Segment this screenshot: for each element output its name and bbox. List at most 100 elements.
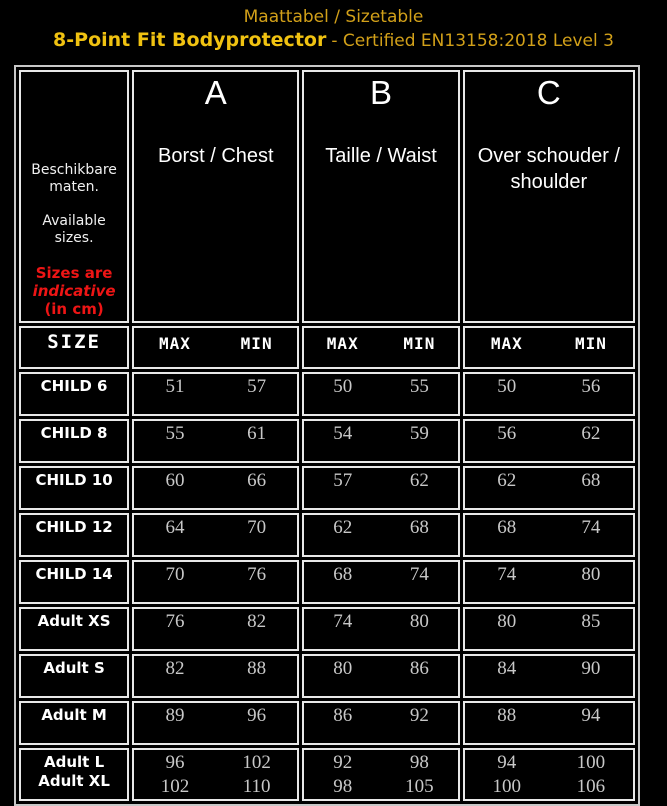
cell-c-values: 56 62 <box>462 419 635 463</box>
value-a-max-xl: 102 <box>160 776 190 797</box>
row-label: CHILD 10 <box>19 466 130 510</box>
row-label: Adult XS <box>19 607 130 651</box>
cell-a-values: 55 61 <box>132 419 300 463</box>
value-c-max-xl: 100 <box>492 776 522 797</box>
cell-a-values: 51 57 <box>132 372 300 416</box>
value-a-max-l: 96 <box>165 752 185 773</box>
cell-b-values: 57 62 <box>302 466 460 510</box>
table-row-child-8: CHILD 8 55 61 54 59 56 62 <box>19 419 635 463</box>
value-b-min: 92 <box>409 705 429 726</box>
min-label: MIN <box>240 334 273 353</box>
column-letter-a: A <box>204 74 227 111</box>
sizes-indicative-note: Sizes are indicative (in cm) <box>21 264 127 318</box>
value-b-max: 80 <box>333 658 353 679</box>
value-a-max: 82 <box>165 658 185 679</box>
value-a-min: 88 <box>247 658 267 679</box>
max-label: MAX <box>159 334 191 353</box>
row-label-adult-l: Adult L <box>44 753 105 771</box>
value-a-min: 82 <box>247 611 267 632</box>
cell-b-values: 80 86 <box>302 654 460 698</box>
table-row-adult-xs: Adult XS 76 82 74 80 80 85 <box>19 607 635 651</box>
value-b-max: 62 <box>333 517 353 538</box>
value-c-max: 62 <box>497 470 517 491</box>
size-header-label: SIZE <box>19 326 130 369</box>
cell-c-values: 80 85 <box>462 607 635 651</box>
cell-a-values: 70 76 <box>132 560 300 604</box>
value-a-min: 66 <box>247 470 267 491</box>
value-b-min: 59 <box>409 423 429 444</box>
row-label: CHILD 14 <box>19 560 130 604</box>
max-label: MAX <box>326 334 359 353</box>
value-a-max: 55 <box>165 423 185 444</box>
column-label-chest: Borst / Chest <box>158 145 274 167</box>
value-a-min: 57 <box>247 376 267 397</box>
table-row-adult-m: Adult M 89 96 86 92 88 94 <box>19 701 635 745</box>
cell-b-values: 50 55 <box>302 372 460 416</box>
value-c-max-l: 94 <box>497 752 517 773</box>
value-b-max: 68 <box>333 564 353 585</box>
value-c-min: 56 <box>581 376 601 397</box>
column-letter-b: B <box>370 74 393 111</box>
cell-a-values: 64 70 <box>132 513 300 557</box>
value-c-max: 80 <box>497 611 517 632</box>
row-label: CHILD 12 <box>19 513 130 557</box>
value-b-max: 57 <box>333 470 353 491</box>
value-c-max: 88 <box>497 705 517 726</box>
title-block: Maattabel / Sizetable 8-Point Fit Bodypr… <box>0 0 667 54</box>
value-c-min: 94 <box>581 705 601 726</box>
note-line-3: (in cm) <box>44 300 104 318</box>
row-label: CHILD 8 <box>19 419 130 463</box>
row-label: Adult L Adult XL <box>19 748 130 801</box>
cell-c-values: 88 94 <box>462 701 635 745</box>
cell-c-values: 62 68 <box>462 466 635 510</box>
size-header-row: SIZE MAX MIN MAX MIN MAX MIN <box>19 326 635 369</box>
page-subtitle: 8-Point Fit Bodyprotector - Certified EN1… <box>0 28 667 54</box>
value-b-max-xl: 98 <box>333 776 353 797</box>
maxmin-header-c: MAX MIN <box>462 326 635 369</box>
size-table: Beschikbare maten. Available sizes. Size… <box>14 65 640 806</box>
maxmin-header-a: MAX MIN <box>132 326 300 369</box>
row-label: Adult S <box>19 654 130 698</box>
row-label: Adult M <box>19 701 130 745</box>
cell-b-values: 92 98 98 105 <box>302 748 460 801</box>
value-a-max: 64 <box>165 517 185 538</box>
note-line-1: Sizes are <box>35 264 113 282</box>
cell-a-values: 82 88 <box>132 654 300 698</box>
info-cell: Beschikbare maten. Available sizes. Size… <box>19 70 130 323</box>
cell-b-values: 86 92 <box>302 701 460 745</box>
table-row-child-6: CHILD 6 51 57 50 55 50 56 <box>19 372 635 416</box>
value-b-min: 55 <box>409 376 429 397</box>
table-row-child-12: CHILD 12 64 70 62 68 68 74 <box>19 513 635 557</box>
value-c-max: 50 <box>497 376 517 397</box>
cell-a-values: 96 102 102 110 <box>132 748 300 801</box>
column-letter-c: C <box>536 74 561 111</box>
max-label: MAX <box>490 334 523 353</box>
table-row-adult-s: Adult S 82 88 80 86 84 90 <box>19 654 635 698</box>
cell-b-values: 62 68 <box>302 513 460 557</box>
table-row-child-14: CHILD 14 70 76 68 74 74 80 <box>19 560 635 604</box>
cell-c-values: 94 100 100 106 <box>462 748 635 801</box>
value-c-max: 74 <box>497 564 517 585</box>
value-b-min: 86 <box>409 658 429 679</box>
cell-c-values: 74 80 <box>462 560 635 604</box>
maxmin-header-b: MAX MIN <box>302 326 460 369</box>
page-title: Maattabel / Sizetable <box>243 7 424 27</box>
value-c-min: 62 <box>581 423 601 444</box>
value-a-min-xl: 110 <box>242 776 271 797</box>
header-row: Beschikbare maten. Available sizes. Size… <box>19 70 635 323</box>
min-label: MIN <box>403 334 436 353</box>
note-line-2: indicative <box>32 282 116 300</box>
column-header-c: C Over schouder / shoulder <box>462 70 635 323</box>
available-sizes-dutch: Beschikbare maten. <box>31 162 117 195</box>
value-c-min-l: 100 <box>576 752 606 773</box>
value-b-min-l: 98 <box>409 752 429 773</box>
product-name: 8-Point Fit Bodyprotector <box>53 29 327 51</box>
value-c-max: 56 <box>497 423 517 444</box>
cell-c-values: 84 90 <box>462 654 635 698</box>
value-c-min: 74 <box>581 517 601 538</box>
cell-b-values: 54 59 <box>302 419 460 463</box>
column-label-waist: Taille / Waist <box>325 145 437 167</box>
value-a-min: 70 <box>247 517 267 538</box>
cell-c-values: 50 56 <box>462 372 635 416</box>
value-a-max: 70 <box>165 564 185 585</box>
